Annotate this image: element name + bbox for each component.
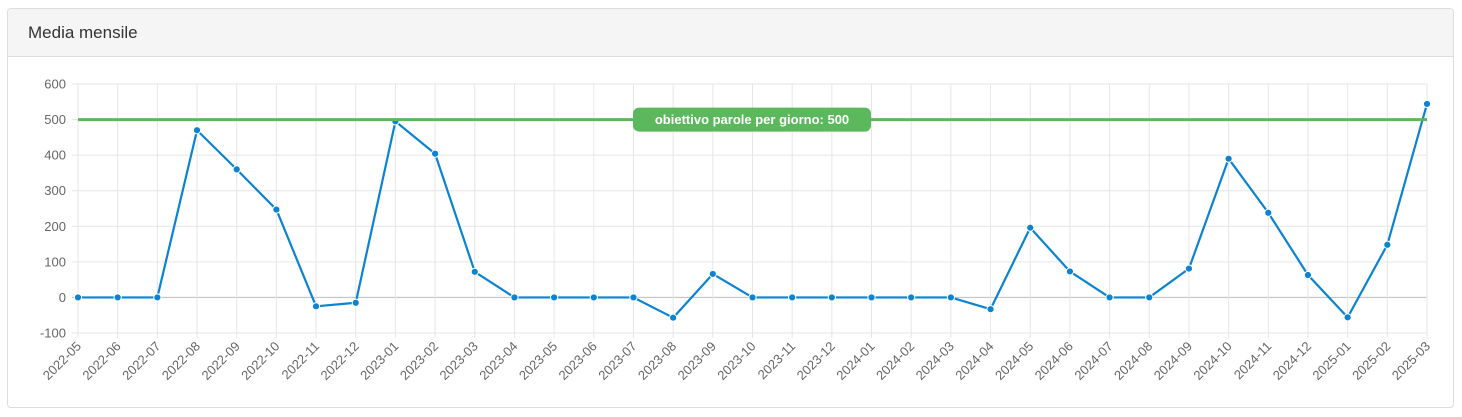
x-tick-label: 2023-08 [635, 339, 679, 383]
x-tick-label: 2024-01 [833, 339, 877, 383]
data-point[interactable] [946, 293, 955, 302]
data-point[interactable] [986, 305, 995, 314]
x-tick-label: 2023-07 [595, 339, 639, 383]
data-point[interactable] [470, 267, 479, 276]
y-tick-label: 600 [44, 77, 66, 92]
data-point[interactable] [1343, 313, 1352, 322]
data-point[interactable] [1184, 264, 1194, 273]
x-tick-label: 2024-04 [952, 339, 996, 383]
data-point[interactable] [232, 165, 241, 174]
x-tick-label: 2023-11 [755, 339, 799, 383]
data-point[interactable] [1303, 270, 1313, 280]
x-tick-label: 2022-08 [159, 339, 203, 383]
monthly-average-panel: Media mensile [7, 8, 1454, 408]
data-point[interactable] [748, 293, 757, 302]
data-point[interactable] [550, 293, 559, 302]
y-tick-label: 300 [44, 183, 66, 198]
data-point[interactable] [351, 298, 360, 307]
x-tick-label: 2022-09 [198, 339, 242, 383]
data-point[interactable] [708, 269, 717, 279]
data-point[interactable] [827, 293, 836, 302]
panel-title: Media mensile [28, 22, 138, 42]
x-tick-label: 2022-06 [79, 339, 123, 383]
data-point[interactable] [907, 293, 916, 302]
y-axis-ticks: -100 0 100 200 300 400 500 600 [40, 77, 66, 341]
x-tick-label: 2024-12 [1270, 339, 1314, 383]
goal-line-group: obiettivo parole per giorno: 500 [78, 107, 1427, 132]
x-tick-label: 2023-04 [476, 339, 520, 383]
x-tick-label: 2024-11 [1231, 339, 1275, 383]
x-tick-label: 2025-02 [1349, 339, 1393, 383]
y-tick-label: 0 [59, 290, 66, 305]
y-tick-label: 100 [44, 254, 66, 269]
data-point[interactable] [589, 293, 598, 302]
x-tick-label: 2024-06 [1032, 339, 1076, 383]
x-tick-label: 2023-12 [794, 339, 838, 383]
data-point[interactable] [192, 126, 202, 135]
data-point[interactable] [113, 293, 122, 302]
x-axis-ticks: 2022-052022-062022-072022-082022-092022-… [40, 339, 1433, 383]
y-tick-label: 200 [44, 219, 66, 234]
x-tick-label: 2022-10 [238, 339, 282, 383]
x-tick-label: 2023-09 [675, 339, 719, 383]
data-point[interactable] [311, 302, 321, 311]
data-point[interactable] [272, 205, 281, 214]
x-tick-label: 2024-02 [873, 339, 917, 383]
goal-label-box [633, 107, 871, 132]
x-tick-label: 2023-03 [437, 339, 481, 383]
data-point[interactable] [629, 293, 638, 302]
x-tick-label: 2025-03 [1389, 339, 1433, 383]
data-point[interactable] [430, 149, 440, 158]
data-point[interactable] [1105, 293, 1114, 302]
y-tick-label: -100 [40, 326, 66, 341]
data-point[interactable] [1145, 293, 1154, 302]
x-tick-label: 2024-08 [1111, 339, 1155, 383]
data-point[interactable] [153, 293, 162, 302]
x-tick-label: 2023-02 [397, 339, 441, 383]
x-tick-label: 2023-05 [516, 339, 560, 383]
x-tick-label: 2024-05 [992, 339, 1036, 383]
x-tick-label: 2023-01 [357, 339, 401, 383]
data-point[interactable] [1422, 99, 1432, 109]
data-point[interactable] [1264, 208, 1273, 217]
data-point[interactable] [1383, 240, 1392, 249]
data-point[interactable] [669, 313, 678, 322]
x-tick-label: 2024-10 [1190, 339, 1234, 383]
panel-heading: Media mensile [8, 9, 1453, 57]
data-point[interactable] [73, 293, 83, 302]
x-tick-label: 2022-11 [279, 339, 323, 383]
y-tick-label: 500 [44, 112, 66, 127]
x-tick-label: 2022-07 [119, 339, 163, 383]
series-layer [73, 99, 1432, 322]
x-tick-label: 2024-07 [1071, 339, 1115, 383]
goal-label: obiettivo parole per giorno: 500 [655, 112, 849, 127]
data-point[interactable] [510, 293, 519, 302]
x-tick-label: 2025-01 [1309, 339, 1353, 383]
data-point[interactable] [1224, 154, 1233, 163]
x-tick-label: 2024-03 [913, 339, 957, 383]
x-tick-label: 2022-12 [318, 339, 362, 383]
data-point[interactable] [867, 293, 876, 302]
data-point[interactable] [1065, 267, 1075, 276]
data-point[interactable] [788, 293, 797, 302]
x-tick-label: 2024-09 [1151, 339, 1195, 383]
data-point[interactable] [1026, 223, 1035, 232]
x-tick-label: 2023-10 [714, 339, 758, 383]
y-tick-label: 400 [44, 148, 66, 163]
x-tick-label: 2022-05 [40, 339, 84, 383]
x-tick-label: 2023-06 [556, 339, 600, 383]
